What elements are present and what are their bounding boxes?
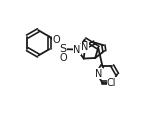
Text: S: S <box>59 44 66 54</box>
Text: N: N <box>81 42 89 52</box>
Text: N: N <box>95 69 102 79</box>
Text: O: O <box>59 53 67 63</box>
Text: N: N <box>73 44 81 55</box>
Text: Cl: Cl <box>107 78 117 88</box>
Text: N: N <box>109 78 117 88</box>
Text: O: O <box>53 35 60 45</box>
